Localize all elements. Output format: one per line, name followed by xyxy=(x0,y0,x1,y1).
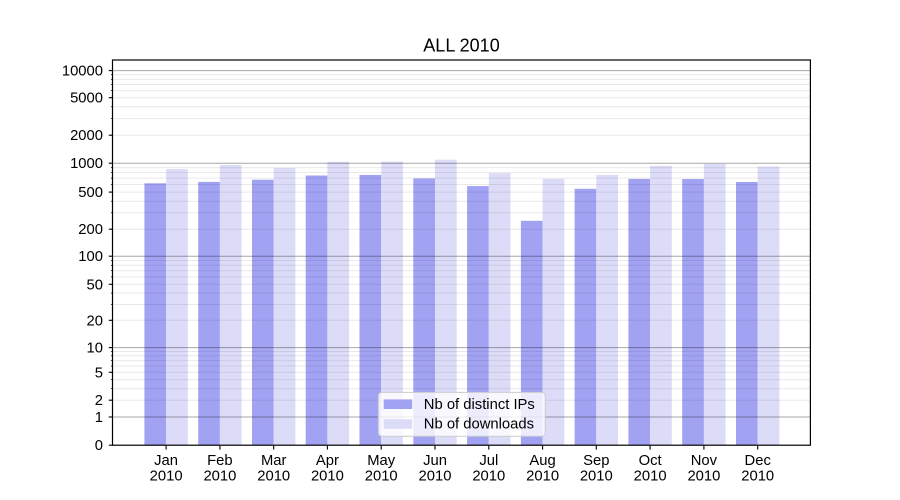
svg-text:2010: 2010 xyxy=(580,469,613,485)
svg-text:100: 100 xyxy=(78,249,103,265)
svg-text:10: 10 xyxy=(87,341,103,357)
svg-text:Jul: Jul xyxy=(479,453,498,469)
svg-text:1000: 1000 xyxy=(70,156,103,172)
svg-text:200: 200 xyxy=(78,222,103,238)
svg-text:ALL 2010: ALL 2010 xyxy=(423,35,499,55)
svg-text:Jun: Jun xyxy=(423,453,447,469)
svg-text:5: 5 xyxy=(95,365,103,381)
svg-text:2: 2 xyxy=(95,393,103,409)
svg-text:Sep: Sep xyxy=(583,453,609,469)
svg-text:Aug: Aug xyxy=(529,453,555,469)
svg-text:2010: 2010 xyxy=(634,469,667,485)
svg-text:1: 1 xyxy=(95,410,103,426)
svg-text:2010: 2010 xyxy=(150,469,183,485)
svg-text:2000: 2000 xyxy=(70,128,103,144)
svg-text:0: 0 xyxy=(95,438,103,454)
svg-text:Nb of distinct IPs: Nb of distinct IPs xyxy=(424,397,535,413)
svg-text:Jan: Jan xyxy=(154,453,178,469)
svg-text:2010: 2010 xyxy=(687,469,720,485)
svg-text:20: 20 xyxy=(87,313,103,329)
svg-text:Feb: Feb xyxy=(207,453,233,469)
svg-text:Apr: Apr xyxy=(316,453,339,469)
svg-text:2010: 2010 xyxy=(526,469,559,485)
svg-text:2010: 2010 xyxy=(203,469,236,485)
svg-text:2010: 2010 xyxy=(419,469,452,485)
svg-text:2010: 2010 xyxy=(472,469,505,485)
svg-text:10000: 10000 xyxy=(62,64,103,80)
svg-text:Oct: Oct xyxy=(639,453,662,469)
svg-text:2010: 2010 xyxy=(257,469,290,485)
svg-text:5000: 5000 xyxy=(70,91,103,107)
svg-text:2010: 2010 xyxy=(311,469,344,485)
svg-text:Dec: Dec xyxy=(745,453,772,469)
svg-text:2010: 2010 xyxy=(365,469,398,485)
svg-text:May: May xyxy=(367,453,396,469)
svg-text:2010: 2010 xyxy=(741,469,774,485)
svg-text:Mar: Mar xyxy=(261,453,287,469)
svg-text:Nov: Nov xyxy=(691,453,718,469)
svg-text:Nb of downloads: Nb of downloads xyxy=(424,417,534,433)
svg-text:500: 500 xyxy=(78,185,103,201)
svg-text:50: 50 xyxy=(87,277,103,293)
